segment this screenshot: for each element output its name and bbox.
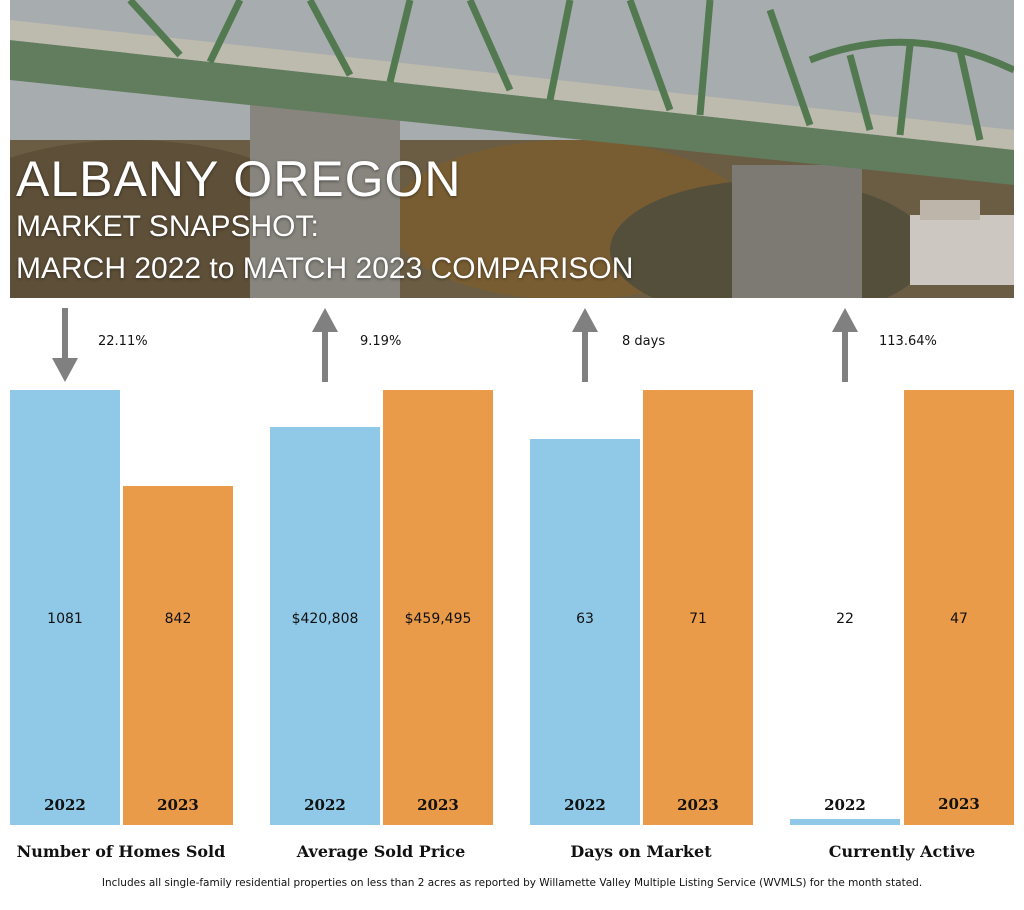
down-arrow-icon: [52, 308, 78, 387]
change-label-homes-sold: 22.11%: [98, 334, 148, 349]
year-label-currently-active-2022: 2022: [824, 796, 866, 814]
value-label-sold-price-2023: $459,495: [404, 611, 472, 627]
bar-currently-active-2023: [904, 390, 1014, 825]
value-label-homes-sold-2022: 1081: [47, 611, 83, 627]
year-label-sold-price-2022: 2022: [304, 796, 346, 814]
up-arrow-icon: [312, 308, 338, 387]
year-label-sold-price-2023: 2023: [417, 796, 459, 814]
value-label-days-on-market-2022: 63: [576, 611, 594, 627]
group-label-days-on-market: Days on Market: [570, 842, 712, 861]
year-label-days-on-market-2022: 2022: [564, 796, 606, 814]
year-label-days-on-market-2023: 2023: [677, 796, 719, 814]
value-label-currently-active-2022: 22: [836, 611, 854, 627]
year-label-homes-sold-2023: 2023: [157, 796, 199, 814]
group-label-currently-active: Currently Active: [828, 842, 976, 861]
bar-days-on-market-2022: [530, 439, 640, 825]
year-label-homes-sold-2022: 2022: [44, 796, 86, 814]
change-label-days-on-market: 8 days: [622, 334, 666, 349]
bar-homes-sold-2023: [123, 486, 233, 825]
page-subtitle: MARKET SNAPSHOT:: [16, 210, 319, 243]
bar-sold-price-2023: [383, 390, 493, 825]
header-banner: ALBANY OREGON MARKET SNAPSHOT: MARCH 202…: [10, 0, 1014, 298]
bridge-photo: [10, 0, 1014, 298]
bar-homes-sold-2022: [10, 390, 120, 825]
year-label-currently-active-2023: 2023: [938, 795, 980, 813]
bar-currently-active-2022: [790, 819, 900, 825]
footnote: Includes all single-family residential p…: [101, 877, 923, 889]
page-subtitle-comparison: MARCH 2022 to MATCH 2023 COMPARISON: [16, 252, 634, 285]
change-label-sold-price: 9.19%: [360, 334, 402, 349]
page-title: ALBANY OREGON: [16, 151, 462, 207]
group-label-homes-sold: Number of Homes Sold: [16, 842, 226, 861]
up-arrow-icon: [832, 308, 858, 387]
value-label-days-on-market-2023: 71: [689, 611, 707, 627]
value-label-sold-price-2022: $420,808: [291, 611, 359, 627]
bar-days-on-market-2023: [643, 390, 753, 825]
bar-sold-price-2022: [270, 427, 380, 825]
value-label-currently-active-2023: 47: [950, 611, 968, 627]
value-label-homes-sold-2023: 842: [164, 611, 192, 627]
up-arrow-icon: [572, 308, 598, 387]
group-label-sold-price: Average Sold Price: [296, 842, 466, 861]
change-label-currently-active: 113.64%: [879, 334, 937, 349]
